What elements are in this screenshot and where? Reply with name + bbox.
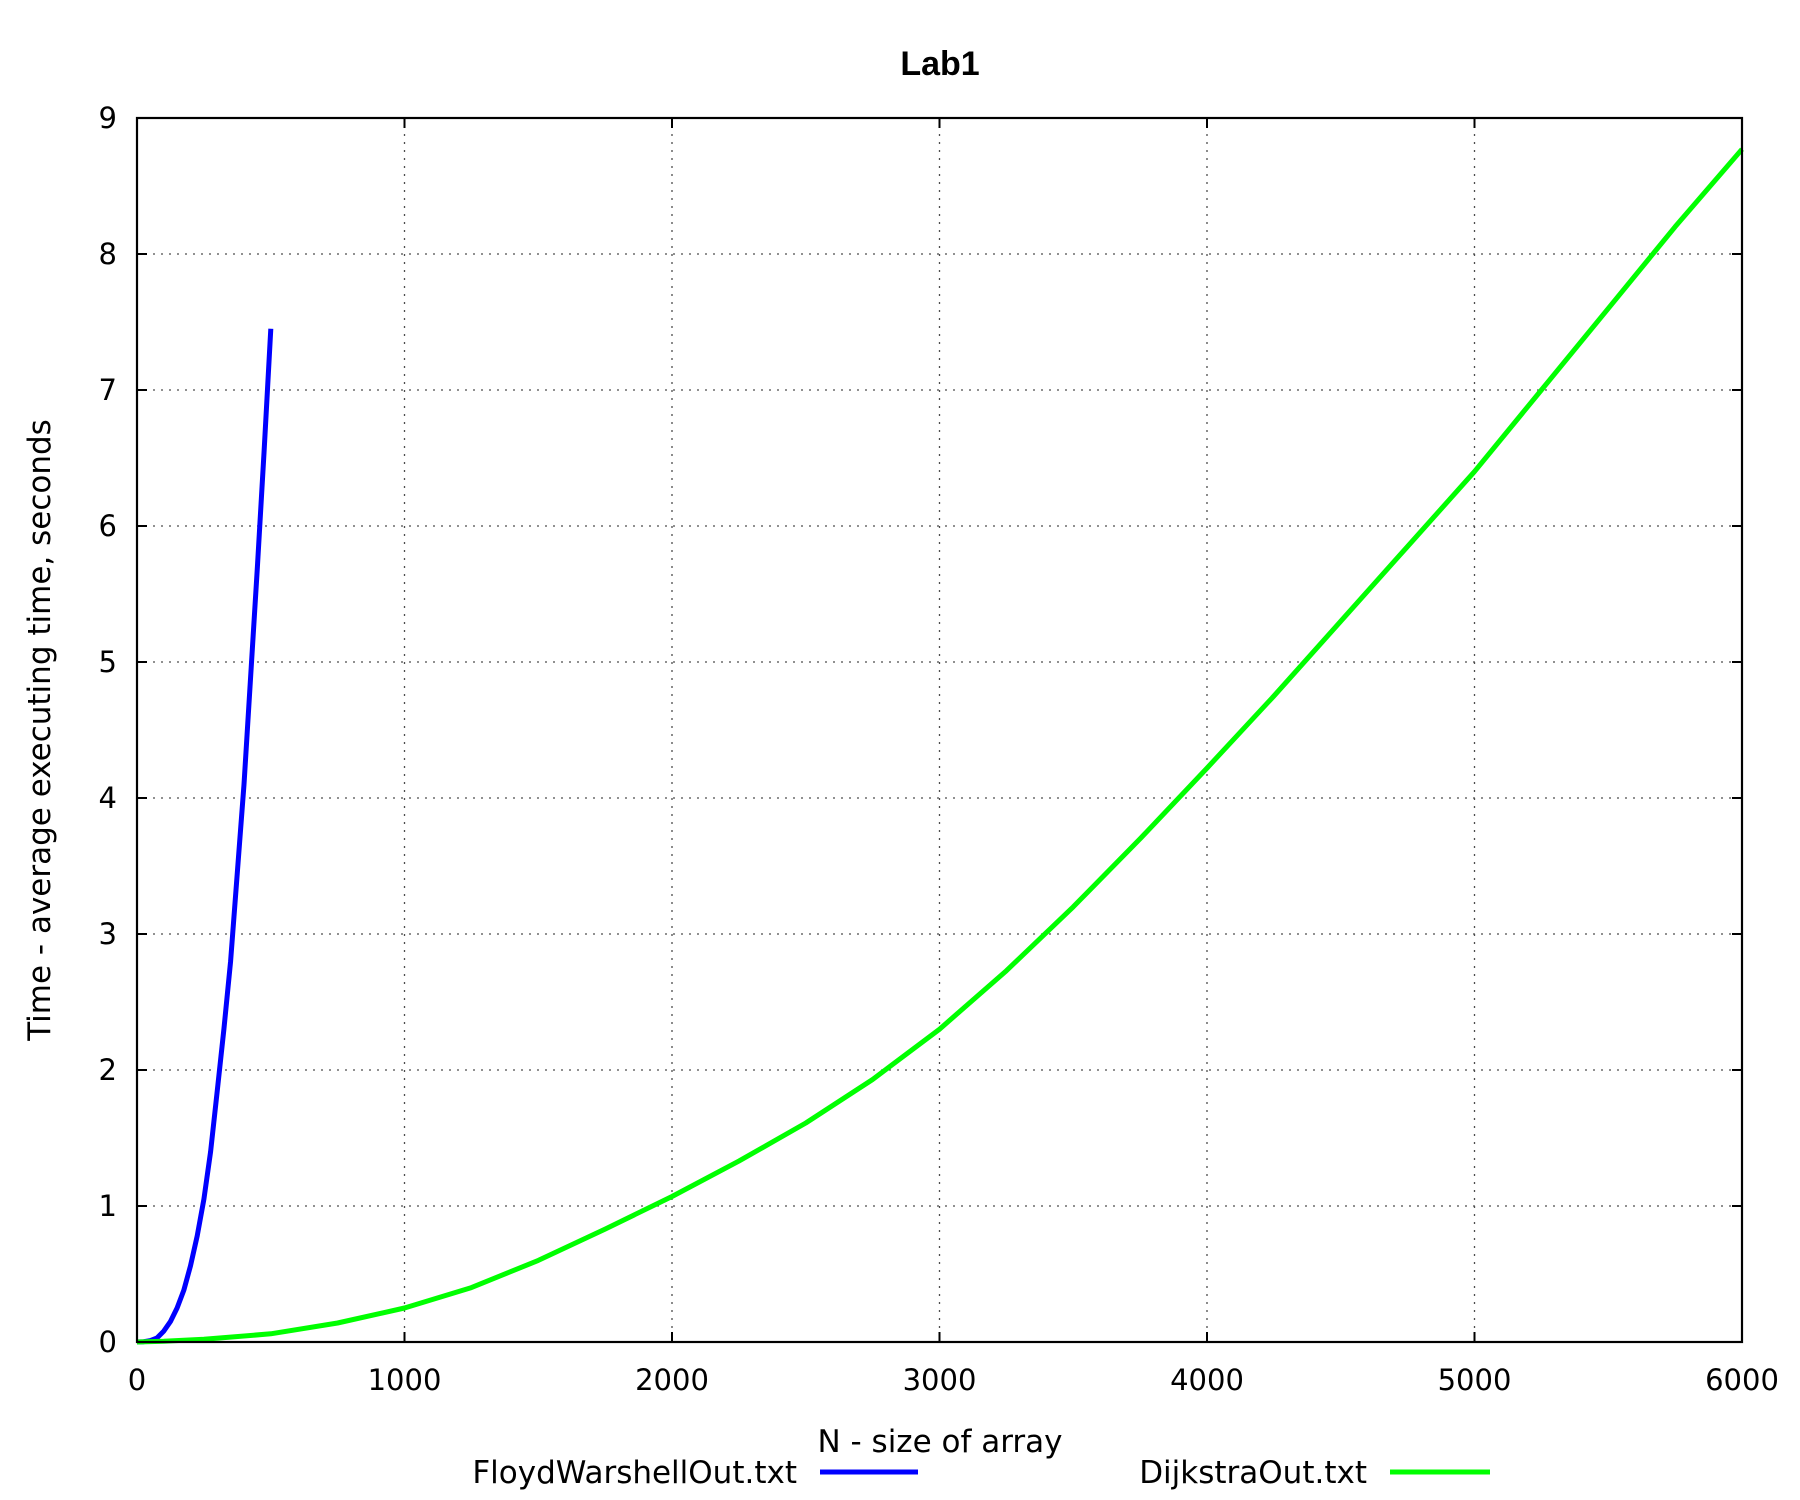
x-axis-label: N - size of array	[817, 1424, 1062, 1460]
y-tick-label: 7	[99, 373, 117, 407]
y-tick-label: 1	[99, 1189, 117, 1223]
x-tick-label: 1000	[368, 1363, 442, 1397]
y-tick-label: 4	[99, 781, 117, 815]
x-tick-label: 2000	[635, 1363, 709, 1397]
y-tick-label: 0	[99, 1325, 117, 1359]
legend-item-0: FloydWarshellOut.txt	[472, 1455, 918, 1491]
y-tick-label: 5	[99, 645, 117, 679]
x-tick-label: 3000	[903, 1363, 977, 1397]
series-line-0	[136, 328, 274, 1345]
chart-title: Lab1	[900, 45, 979, 83]
legend-item-1: DijkstraOut.txt	[1139, 1455, 1490, 1491]
x-tick-label: 0	[128, 1363, 146, 1397]
grid	[137, 118, 1742, 1342]
y-tick-label: 6	[99, 509, 117, 543]
y-tick-label: 8	[99, 237, 117, 271]
y-tick-label: 2	[99, 1053, 117, 1087]
series-layer	[136, 147, 1744, 1345]
x-tick-label: 5000	[1438, 1363, 1512, 1397]
x-tick-label: 4000	[1170, 1363, 1244, 1397]
x-tick-label: 6000	[1705, 1363, 1779, 1397]
y-tick-label: 3	[99, 917, 117, 951]
legend: FloydWarshellOut.txt DijkstraOut.txt	[472, 1455, 1490, 1491]
y-tick-label: 9	[99, 101, 117, 135]
legend-label: FloydWarshellOut.txt	[472, 1455, 797, 1491]
ticks: 0 1000 2000 3000 4000 5000 6000 0 1 2 3 4 5 6 7 8 9	[99, 101, 1779, 1397]
legend-label: DijkstraOut.txt	[1139, 1455, 1367, 1491]
series-line-1	[136, 147, 1744, 1345]
y-axis-label: Time - average executing time, seconds	[22, 419, 58, 1042]
